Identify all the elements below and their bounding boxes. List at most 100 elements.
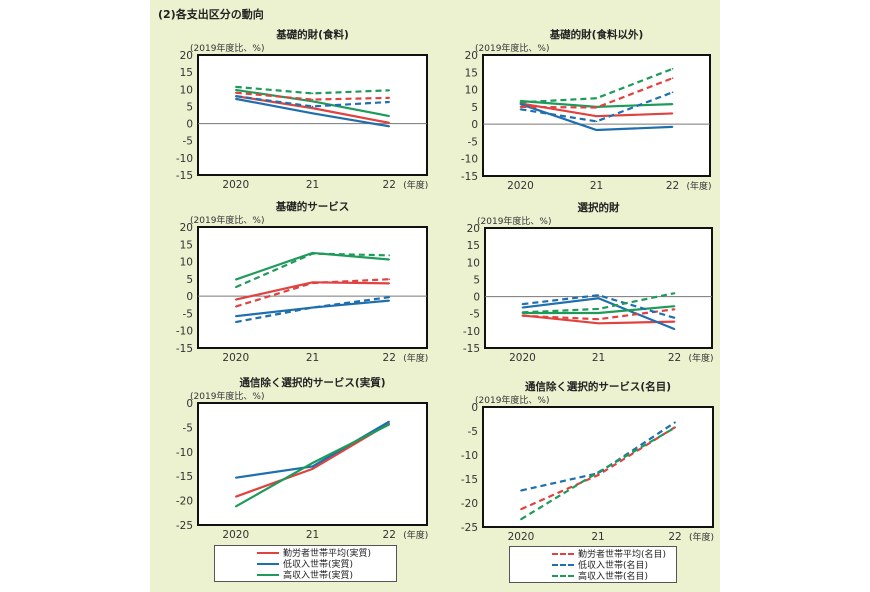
y-tick-label: 0 (471, 402, 478, 414)
legend-item: 高収入世帯(名目) (510, 570, 676, 582)
plot-area (197, 226, 428, 349)
legend-label: 高収入世帯(実質) (283, 571, 354, 581)
y-tick-label: -5 (183, 422, 193, 434)
y-tick-label: -5 (468, 426, 478, 438)
x-tick-label: 2020 (509, 352, 536, 364)
y-tick-label: -15 (461, 171, 478, 183)
y-tick-label: 5 (186, 274, 193, 286)
data-point (234, 278, 237, 281)
chart-6: 通信除く選択的サービス(名目)(2019年度比、%)0 -5 -10 -15 -20 -2… (461, 380, 714, 543)
y-axis-unit: (2019年度比、%) (475, 42, 549, 54)
data-point (388, 420, 391, 423)
series-line (520, 91, 673, 123)
data-point (311, 282, 314, 284)
series-line (520, 421, 676, 492)
x-axis-unit: (年度) (403, 529, 428, 541)
data-point (521, 314, 524, 317)
legend-label: 高収入世帯(名目) (578, 572, 649, 582)
x-tick-label: 21 (590, 180, 603, 192)
y-tick-label: -20 (176, 496, 193, 508)
data-point (234, 86, 237, 88)
series-line (522, 292, 675, 314)
x-tick-label: 2020 (222, 529, 249, 541)
data-point (674, 421, 676, 424)
legend-item: 高収入世帯(実質) (215, 569, 396, 581)
data-point (595, 106, 598, 109)
x-tick-label: 21 (592, 352, 605, 364)
data-point (388, 122, 391, 124)
data-point (234, 298, 237, 301)
data-point (388, 423, 391, 426)
chart-1: 基礎的財(食料) (2019年度比、%)20 15 10 5 0 -5 -10 -15 2020 2… (176, 28, 428, 191)
x-tick-label: 22 (666, 180, 679, 192)
data-point (234, 305, 237, 308)
y-tick-label: -10 (461, 154, 478, 166)
x-tick-label: 21 (591, 531, 604, 543)
y-axis-unit: (2019年度比、%) (190, 42, 264, 54)
y-tick-label: 15 (465, 67, 478, 79)
y-tick-label: 20 (180, 50, 193, 62)
y-tick-label: 10 (467, 257, 480, 269)
y-tick-label: -10 (463, 326, 480, 338)
data-point (597, 308, 600, 310)
x-tick-label: 2020 (222, 179, 249, 191)
series-line (520, 77, 673, 109)
data-point (388, 299, 391, 302)
legend-item: 低収入世帯(実質) (215, 558, 396, 570)
data-point (311, 468, 314, 470)
data-point (673, 320, 676, 323)
plot-area (484, 227, 713, 349)
data-point (595, 129, 598, 131)
data-point (595, 120, 598, 123)
series-line (235, 91, 390, 101)
x-tick-label: 22 (383, 352, 396, 364)
x-axis-unit: (年度) (403, 352, 428, 364)
chart-title: 通信除く選択的サービス(名目) (525, 380, 671, 393)
data-point (597, 318, 600, 321)
x-tick-label: 22 (668, 531, 681, 543)
y-axis-unit: (2019年度比、%) (475, 394, 549, 406)
x-tick-label: 22 (383, 529, 396, 541)
x-tick-label: 2020 (508, 531, 535, 543)
x-axis-unit: (年度) (403, 179, 428, 191)
data-point (521, 311, 524, 314)
y-tick-label: -15 (176, 343, 193, 355)
y-tick-label: 0 (186, 291, 193, 303)
x-axis-unit: (年度) (689, 531, 714, 543)
data-point (673, 292, 676, 294)
y-tick-label: 20 (467, 223, 480, 235)
data-point (673, 317, 676, 319)
data-point (520, 518, 522, 521)
legend-swatch (552, 552, 574, 555)
legend-label: 低収入世帯(名目) (578, 561, 649, 571)
data-point (234, 89, 237, 91)
x-tick-label: 22 (668, 352, 681, 364)
data-point (673, 328, 676, 330)
x-axis-unit: (年度) (689, 352, 714, 364)
y-tick-label: -10 (176, 326, 193, 338)
data-point (520, 489, 522, 492)
legend-item: 勤労者世帯平均(実質) (215, 547, 396, 559)
data-point (595, 115, 598, 117)
data-point (311, 107, 314, 109)
y-tick-label: 20 (465, 50, 478, 62)
data-point (388, 125, 391, 128)
data-point (521, 303, 524, 305)
data-point (671, 103, 674, 105)
data-point (388, 101, 391, 103)
chart-3: 基礎的サービス (2019年度比、%)20 15 10 5 0 -5 -10 -15 2020 21… (176, 200, 428, 364)
data-point (234, 505, 237, 508)
legend-swatch (552, 563, 574, 566)
data-point (519, 101, 522, 104)
data-point (234, 476, 237, 479)
data-point (388, 89, 391, 92)
y-tick-label: -15 (463, 343, 480, 355)
chart-4: 選択的財 (2019年度比、%)20 15 10 5 0 -5 -10 -15 2020 21 22 (… (463, 201, 714, 364)
y-tick-label: -15 (176, 471, 193, 483)
series-line (522, 294, 675, 319)
data-point (388, 254, 391, 257)
y-tick-label: 10 (180, 257, 193, 269)
data-point (519, 103, 522, 105)
data-point (388, 282, 391, 285)
